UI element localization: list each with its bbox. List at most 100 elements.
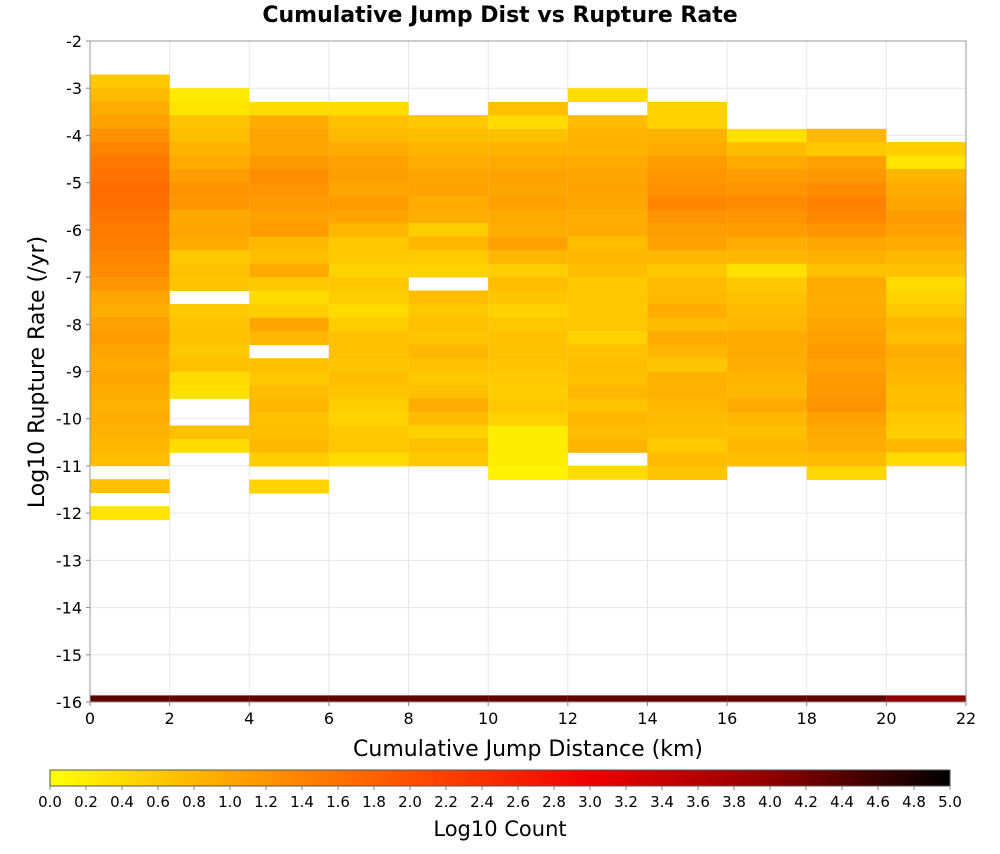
heatmap-cell	[567, 277, 648, 291]
colorbar-tick-label: 0.6	[146, 793, 170, 811]
heatmap-cell	[647, 385, 728, 400]
heatmap-cell	[90, 249, 170, 264]
heatmap-cell	[169, 277, 250, 291]
heatmap-cell	[90, 74, 170, 89]
heatmap-cell	[886, 330, 966, 345]
colorbar-tick-label: 4.0	[758, 793, 782, 811]
heatmap-cell	[328, 344, 409, 359]
heatmap-cell	[886, 249, 966, 264]
heatmap-cell	[90, 209, 170, 224]
heatmap-cell	[328, 169, 409, 184]
heatmap-cell	[408, 250, 489, 264]
heatmap-cell	[328, 236, 409, 251]
heatmap-cell	[169, 317, 250, 332]
y-tick-label: -16	[56, 693, 82, 712]
heatmap-cell	[727, 358, 807, 373]
heatmap-cell	[727, 182, 807, 197]
heatmap-cell	[169, 169, 250, 184]
heatmap-cell	[567, 169, 648, 184]
heatmap-cell	[727, 385, 807, 400]
heatmap-cell	[886, 425, 966, 440]
heatmap-cell	[647, 317, 728, 332]
colorbar-tick-label: 5.0	[938, 793, 962, 811]
heatmap-cell	[567, 438, 648, 453]
heatmap-cell	[488, 385, 568, 400]
colorbar-tick-label: 2.2	[434, 793, 458, 811]
heatmap-cell	[249, 155, 329, 170]
colorbar-tick-label: 3.4	[650, 793, 674, 811]
heatmap-cell	[408, 303, 489, 318]
heatmap-cell	[169, 344, 250, 359]
heatmap-cell	[886, 438, 966, 453]
heatmap-cell	[328, 196, 409, 211]
heatmap-cell	[249, 304, 329, 319]
heatmap-cell	[488, 425, 568, 440]
y-tick-label: -5	[66, 174, 82, 193]
heatmap-cell	[886, 236, 966, 251]
heatmap-cell	[408, 384, 489, 399]
heatmap-cell	[169, 438, 250, 453]
heatmap-cell	[647, 277, 728, 292]
heatmap-cell	[806, 128, 887, 143]
heatmap-cell	[806, 425, 887, 440]
y-tick-label: -7	[66, 268, 82, 287]
heatmap-cell	[886, 398, 966, 413]
heatmap-cell	[647, 331, 728, 346]
heatmap-cell	[488, 169, 568, 184]
heatmap-cell	[647, 412, 728, 427]
heatmap-cell	[249, 425, 329, 440]
heatmap-cell	[249, 412, 329, 427]
heatmap-cell	[90, 330, 170, 345]
heatmap-cell	[169, 182, 250, 197]
x-tick-label: 8	[403, 709, 413, 728]
heatmap-cell	[488, 101, 568, 116]
heatmap-cell	[169, 142, 250, 157]
heatmap-cell	[328, 290, 409, 305]
heatmap-cell	[169, 371, 250, 386]
heatmap-cell	[647, 142, 728, 157]
heatmap-cell	[90, 88, 170, 102]
heatmap-cell	[886, 182, 966, 197]
y-tick-label: -11	[56, 457, 82, 476]
x-tick-label: 22	[956, 709, 976, 728]
heatmap-cell	[328, 452, 409, 467]
x-tick-label: 12	[558, 709, 578, 728]
heatmap-cell	[647, 236, 728, 251]
heatmap-cell	[806, 142, 887, 157]
heatmap-cell	[806, 223, 887, 238]
colorbar-tick-label: 3.0	[578, 793, 602, 811]
heatmap-cell	[727, 169, 807, 184]
heatmap-cell	[886, 209, 966, 224]
heatmap-cell	[727, 223, 807, 238]
heatmap-cell	[886, 263, 966, 278]
heatmap-cell	[90, 141, 170, 156]
heatmap-cell	[567, 695, 648, 702]
heatmap-cell	[328, 425, 409, 440]
heatmap-cell	[886, 155, 966, 170]
heatmap-cell	[886, 411, 966, 426]
y-tick-label: -3	[66, 79, 82, 98]
colorbar-tick-label: 4.4	[830, 793, 854, 811]
heatmap-cell	[647, 304, 728, 319]
x-axis-ticks: 0 2 4 6 8 10 12 14 16 18 20 22	[85, 702, 976, 728]
heatmap-cell	[488, 452, 568, 467]
heatmap-cell	[408, 263, 489, 278]
heatmap-cell	[408, 411, 489, 426]
heatmap-cell	[328, 115, 409, 130]
heatmap-cell	[567, 398, 648, 413]
heatmap-cell	[249, 223, 329, 238]
heatmap-cell	[328, 263, 409, 278]
heatmap-cell	[169, 304, 250, 318]
heatmap-cell	[727, 196, 807, 211]
heatmap-cell	[408, 142, 489, 156]
colorbar-tick-label: 3.8	[722, 793, 746, 811]
heatmap-cell	[90, 236, 170, 251]
heatmap-cell	[90, 398, 170, 413]
heatmap-cell	[886, 169, 966, 183]
heatmap-cell	[727, 331, 807, 346]
heatmap-cell	[249, 385, 329, 400]
heatmap-cell	[408, 236, 489, 251]
heatmap-cell	[90, 290, 170, 305]
heatmap-cell	[806, 236, 887, 251]
heatmap-cell	[328, 304, 409, 319]
